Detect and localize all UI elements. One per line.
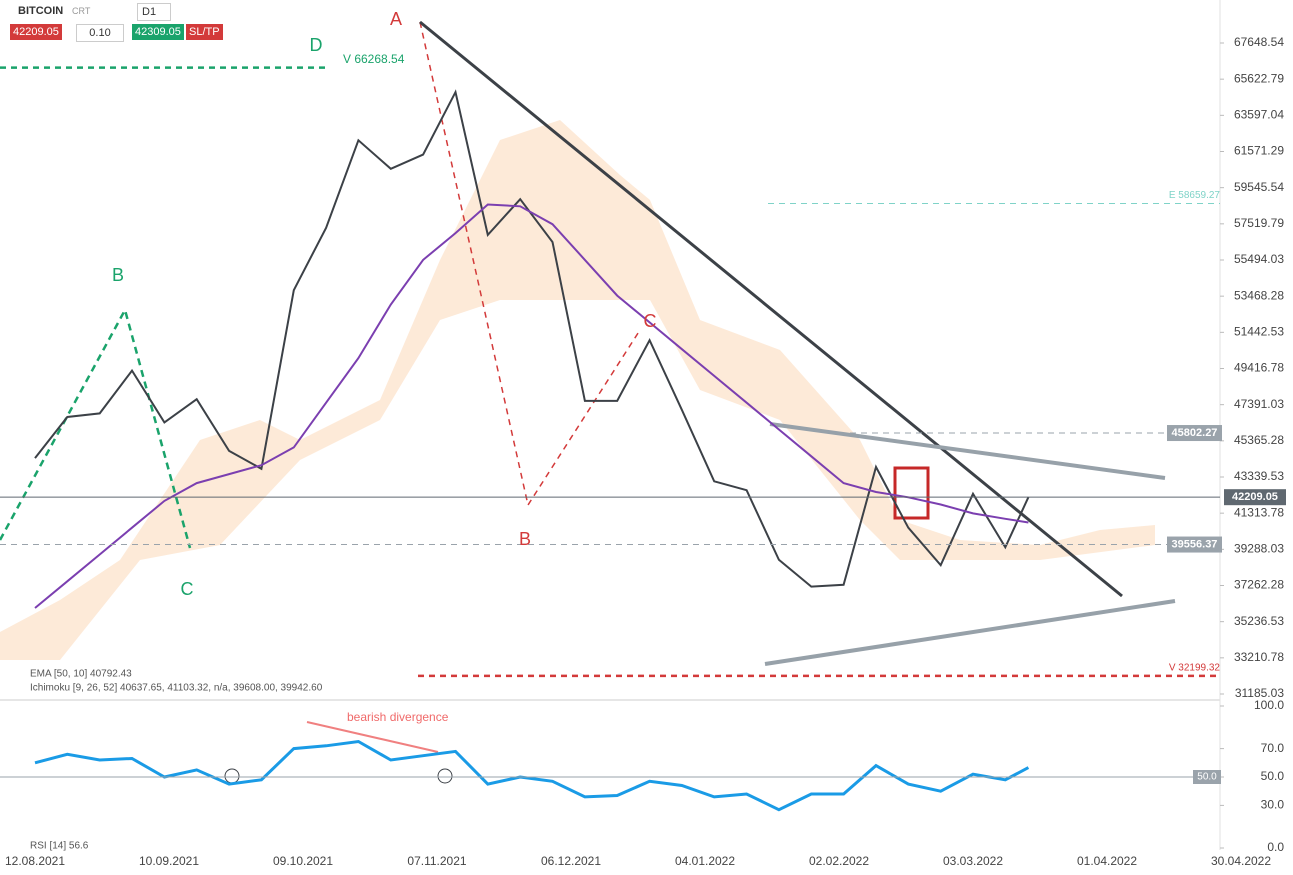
wave-label: C xyxy=(181,579,194,599)
level-label: 42209.05 xyxy=(1232,491,1278,503)
wave-label: D xyxy=(310,35,323,55)
x-tick-label: 12.08.2021 xyxy=(5,854,65,868)
wave-label: B xyxy=(112,265,124,285)
y-tick-label: 70.0 xyxy=(1261,741,1285,755)
marker xyxy=(224,768,240,784)
lot-input[interactable]: 0.10 xyxy=(76,24,124,42)
x-tick-label: 10.09.2021 xyxy=(139,854,199,868)
symbol-type: CRT xyxy=(72,6,91,16)
wave-label: B xyxy=(519,529,531,549)
annotation: bearish divergence xyxy=(347,710,449,724)
trendline xyxy=(419,20,1123,598)
y-tick-label: 61571.29 xyxy=(1234,144,1284,158)
highlight-box xyxy=(893,466,930,520)
wave-label: A xyxy=(390,9,402,29)
y-tick-label: 63597.04 xyxy=(1234,108,1284,122)
sell-button[interactable]: 42209.05 xyxy=(10,24,62,40)
y-tick-label: 100.0 xyxy=(1254,698,1284,712)
level-label: E 58659.27 xyxy=(1169,190,1221,201)
trendline xyxy=(764,599,1176,666)
x-tick-label: 01.04.2022 xyxy=(1077,854,1137,868)
y-tick-label: 30.0 xyxy=(1261,798,1285,812)
x-tick-label: 30.04.2022 xyxy=(1211,854,1271,868)
y-tick-label: 55494.03 xyxy=(1234,252,1284,266)
marker xyxy=(437,768,453,784)
y-tick-label: 0.0 xyxy=(1267,840,1284,854)
ichimoku-cloud xyxy=(0,120,1155,660)
series-line xyxy=(34,89,1030,588)
buy-button[interactable]: 42309.05 xyxy=(132,24,184,40)
y-tick-label: 31185.03 xyxy=(1235,686,1284,700)
y-tick-label: 37262.28 xyxy=(1234,578,1284,592)
divergence-line xyxy=(306,721,439,753)
level-label: 39556.37 xyxy=(1172,538,1218,550)
indicator-legend: RSI [14] 56.6 xyxy=(30,841,89,852)
y-tick-label: 67648.54 xyxy=(1234,35,1284,49)
y-tick-label: 43339.53 xyxy=(1234,469,1284,483)
wave-label: C xyxy=(644,311,657,331)
level-box xyxy=(1224,489,1286,506)
level-box xyxy=(1167,536,1222,553)
x-tick-label: 02.02.2022 xyxy=(809,854,869,868)
wave-line xyxy=(0,306,192,549)
trendline xyxy=(769,422,1166,480)
y-tick-label: 49416.78 xyxy=(1234,361,1284,375)
interval-select[interactable]: D1 xyxy=(137,3,172,21)
y-tick-label: 59545.54 xyxy=(1234,180,1284,194)
y-tick-label: 50.0 xyxy=(1261,769,1285,783)
y-tick-label: 45365.28 xyxy=(1234,433,1284,447)
series-line xyxy=(34,203,1029,609)
y-tick-label: 33210.78 xyxy=(1234,650,1284,664)
x-tick-label: 07.11.2021 xyxy=(407,854,466,868)
y-tick-label: 57519.79 xyxy=(1234,216,1284,230)
x-tick-label: 03.03.2022 xyxy=(943,854,1003,868)
level-box xyxy=(1193,770,1221,784)
y-tick-label: 47391.03 xyxy=(1234,397,1284,411)
y-tick-label: 39288.03 xyxy=(1234,542,1284,556)
indicator-legend: Ichimoku [9, 26, 52] 40637.65, 41103.32,… xyxy=(30,683,323,694)
sltp-button[interactable]: SL/TP xyxy=(186,24,223,40)
level-label: 50.0 xyxy=(1197,772,1217,783)
level-label: V 32199.32 xyxy=(1169,663,1221,674)
y-tick-label: 65622.79 xyxy=(1234,71,1284,85)
series-line xyxy=(34,739,1030,812)
x-tick-label: 04.01.2022 xyxy=(675,854,735,868)
level-label: 45802.27 xyxy=(1172,427,1218,439)
y-tick-label: 53468.28 xyxy=(1234,288,1284,302)
indicator-legend: EMA [50, 10] 40792.43 xyxy=(30,669,132,680)
y-tick-label: 51442.53 xyxy=(1234,325,1284,339)
level-label: V 66268.54 xyxy=(343,52,405,66)
symbol[interactable]: BITCOIN xyxy=(18,5,64,17)
x-tick-label: 06.12.2021 xyxy=(541,854,601,868)
y-tick-label: 41313.78 xyxy=(1234,505,1284,519)
x-tick-label: 09.10.2021 xyxy=(273,854,333,868)
y-tick-label: 35236.53 xyxy=(1234,614,1284,628)
level-box xyxy=(1167,425,1222,442)
